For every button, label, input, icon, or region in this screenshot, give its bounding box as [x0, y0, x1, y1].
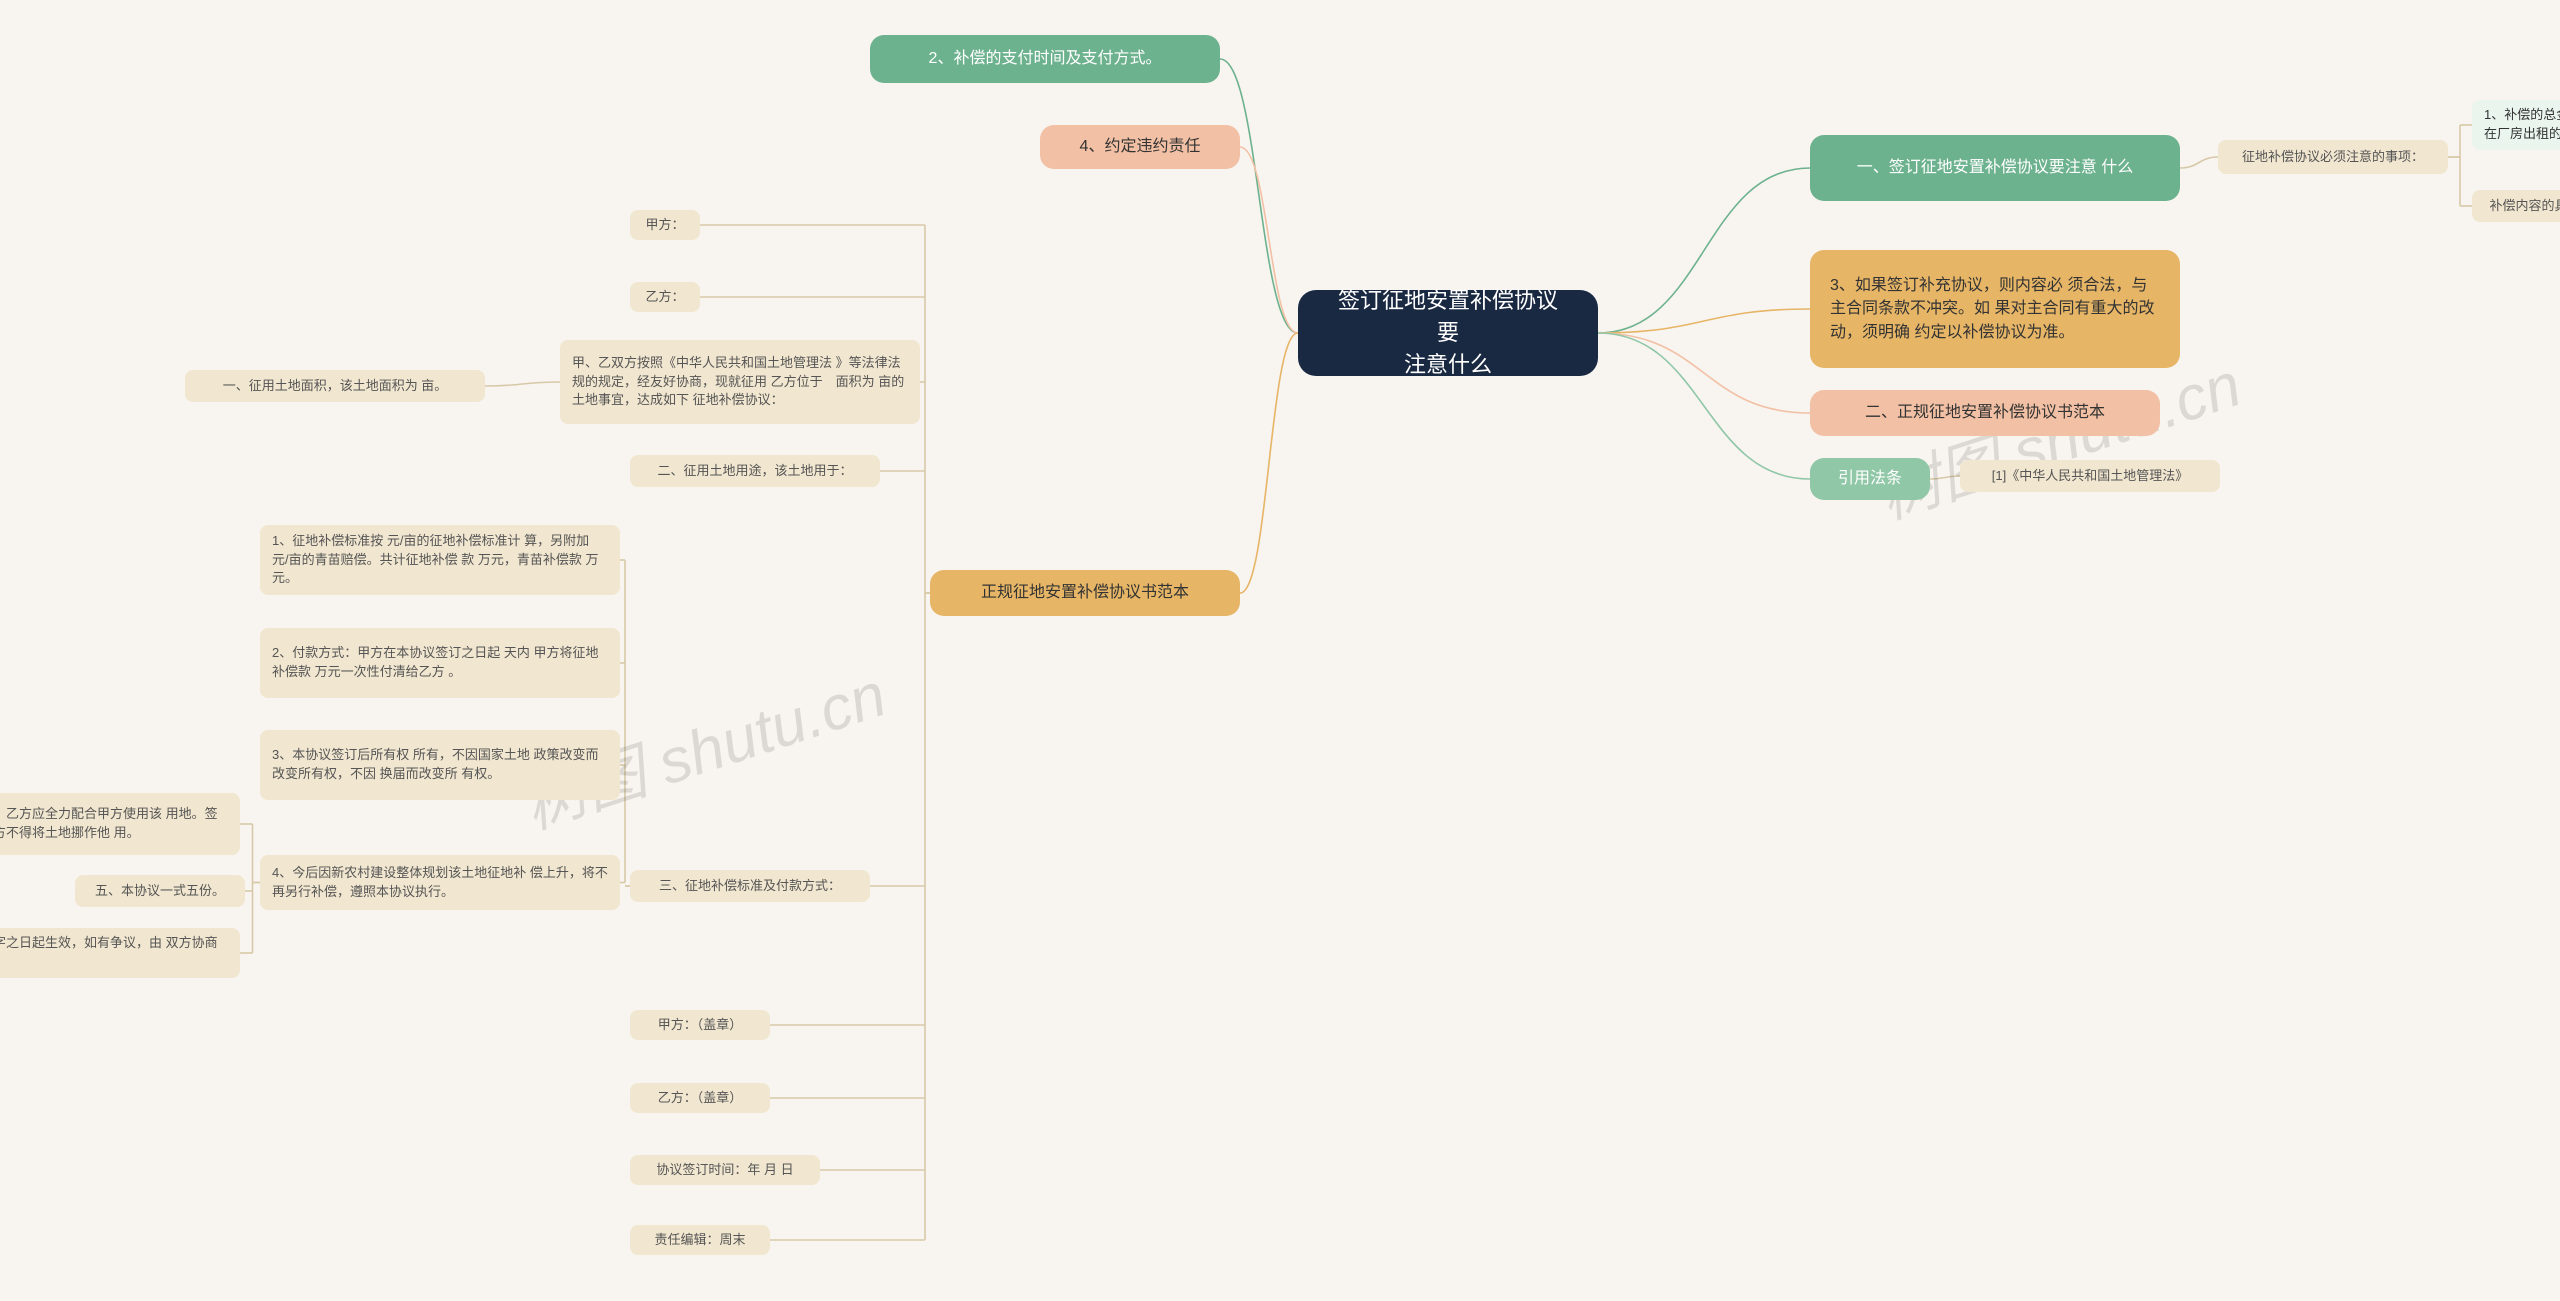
mindmap-node: 一、签订征地安置补偿协议要注意 什么: [1810, 135, 2180, 201]
mindmap-node: 4、约定违约责任: [1040, 125, 1240, 169]
mindmap-node: 2、补偿的支付时间及支付方式。: [870, 35, 1220, 83]
mindmap-node: 1、征地补偿标准按 元/亩的征地补偿标准计 算，另附加 元/亩的青苗赔偿。共计征…: [260, 525, 620, 595]
mindmap-node: 责任编辑：周末: [630, 1225, 770, 1255]
mindmap-node: 引用法条: [1810, 458, 1930, 500]
mindmap-node: 五、本协议一式五份。: [75, 875, 245, 907]
mindmap-node: 3、如果签订补充协议，则内容必 须合法，与主合同条款不冲突。如 果对主合同有重大…: [1810, 250, 2180, 368]
mindmap-node: 甲、乙双方按照《中华人民共和国土地管理法 》等法律法规的规定，经友好协商，现就征…: [560, 340, 920, 424]
mindmap-node: [1]《中华人民共和国土地管理法》: [1960, 460, 2220, 492]
mindmap-node: 四、签订合同后，乙方应全力配合甲方使用该 用地。签订协议一年内乙方不得将土地挪作…: [0, 793, 240, 855]
mindmap-node: 3、本协议签订后所有权 所有，不因国家土地 政策改变而改变所有权，不因 换届而改…: [260, 730, 620, 800]
mindmap-node: 1、补偿的总金额及各项补偿内容的具体明确 ，如果存在厂房出租的情况，这个各项: [2472, 100, 2560, 150]
mindmap-node: 六、本协议自签字之日起生效，如有争议，由 双方协商后再作补充。: [0, 928, 240, 978]
mindmap-node: 补偿内容的具体明细就尤为重要。: [2472, 190, 2560, 222]
mindmap-node: 甲方：（盖章）: [630, 1010, 770, 1040]
mindmap-node: 二、征用土地用途，该土地用于：: [630, 455, 880, 487]
mindmap-node: 三、征地补偿标准及付款方式：: [630, 870, 870, 902]
root-node: 签订征地安置补偿协议要 注意什么: [1298, 290, 1598, 376]
mindmap-node: 乙方：（盖章）: [630, 1083, 770, 1113]
mindmap-node: 征地补偿协议必须注意的事项：: [2218, 140, 2448, 174]
mindmap-node: 4、今后因新农村建设整体规划该土地征地补 偿上升，将不再另行补偿，遵照本协议执行…: [260, 855, 620, 910]
mindmap-node: 协议签订时间：年 月 日: [630, 1155, 820, 1185]
mindmap-node: 2、付款方式：甲方在本协议签订之日起 天内 甲方将征地补偿款 万元一次性付清给乙…: [260, 628, 620, 698]
mindmap-node: 一、征用土地面积，该土地面积为 亩。: [185, 370, 485, 402]
mindmap-node: 二、正规征地安置补偿协议书范本: [1810, 390, 2160, 436]
mindmap-node: 甲方：: [630, 210, 700, 240]
mindmap-node: 乙方：: [630, 282, 700, 312]
mindmap-node: 正规征地安置补偿协议书范本: [930, 570, 1240, 616]
mindmap-canvas: 树图 shutu.cn树图 shutu.cn签订征地安置补偿协议要 注意什么一、…: [0, 0, 2560, 1301]
